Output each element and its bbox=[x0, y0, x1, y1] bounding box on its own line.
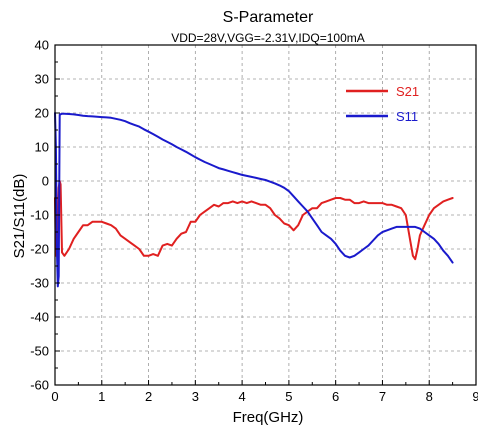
x-tick-label: 6 bbox=[332, 389, 339, 404]
y-tick-label: 30 bbox=[35, 72, 49, 87]
series-line-s21 bbox=[54, 180, 454, 261]
chart-subtitle: VDD=28V,VGG=-2.31V,IDQ=100mA bbox=[171, 31, 365, 45]
chart-title: S-Parameter bbox=[223, 9, 314, 26]
x-tick-label: 5 bbox=[285, 389, 292, 404]
legend: S21 S11 bbox=[346, 84, 419, 124]
axis-ticks: 0 1 2 3 4 5 6 7 8 9 -60 -50 -40 -30 -20 -10 0 10 20 30 40 bbox=[30, 38, 478, 405]
x-axis-label: Freq(GHz) bbox=[233, 409, 304, 426]
x-tick-label: 9 bbox=[472, 389, 478, 404]
x-tick-label: 4 bbox=[238, 389, 245, 404]
y-tick-label: -60 bbox=[30, 378, 49, 393]
x-tick-label: 8 bbox=[426, 389, 433, 404]
x-tick-label: 1 bbox=[98, 389, 105, 404]
y-tick-label: 10 bbox=[35, 140, 49, 155]
y-axis-label: S21/S11(dB) bbox=[11, 174, 28, 259]
y-tick-label: 0 bbox=[42, 174, 49, 189]
y-tick-label: -30 bbox=[30, 276, 49, 291]
y-tick-label: 40 bbox=[35, 38, 49, 53]
legend-label-s21: S21 bbox=[396, 84, 419, 99]
legend-label-s11: S11 bbox=[396, 109, 418, 124]
x-tick-label: 3 bbox=[192, 389, 199, 404]
x-tick-label: 2 bbox=[145, 389, 152, 404]
x-tick-label: 7 bbox=[379, 389, 386, 404]
y-tick-label: -50 bbox=[30, 344, 49, 359]
y-tick-label: 20 bbox=[35, 106, 49, 121]
series-line-s11 bbox=[54, 112, 454, 288]
y-tick-label: -10 bbox=[30, 208, 49, 223]
x-tick-label: 0 bbox=[51, 389, 58, 404]
series-layer bbox=[54, 112, 454, 288]
y-tick-label: -40 bbox=[30, 310, 49, 325]
y-tick-label: -20 bbox=[30, 242, 49, 257]
